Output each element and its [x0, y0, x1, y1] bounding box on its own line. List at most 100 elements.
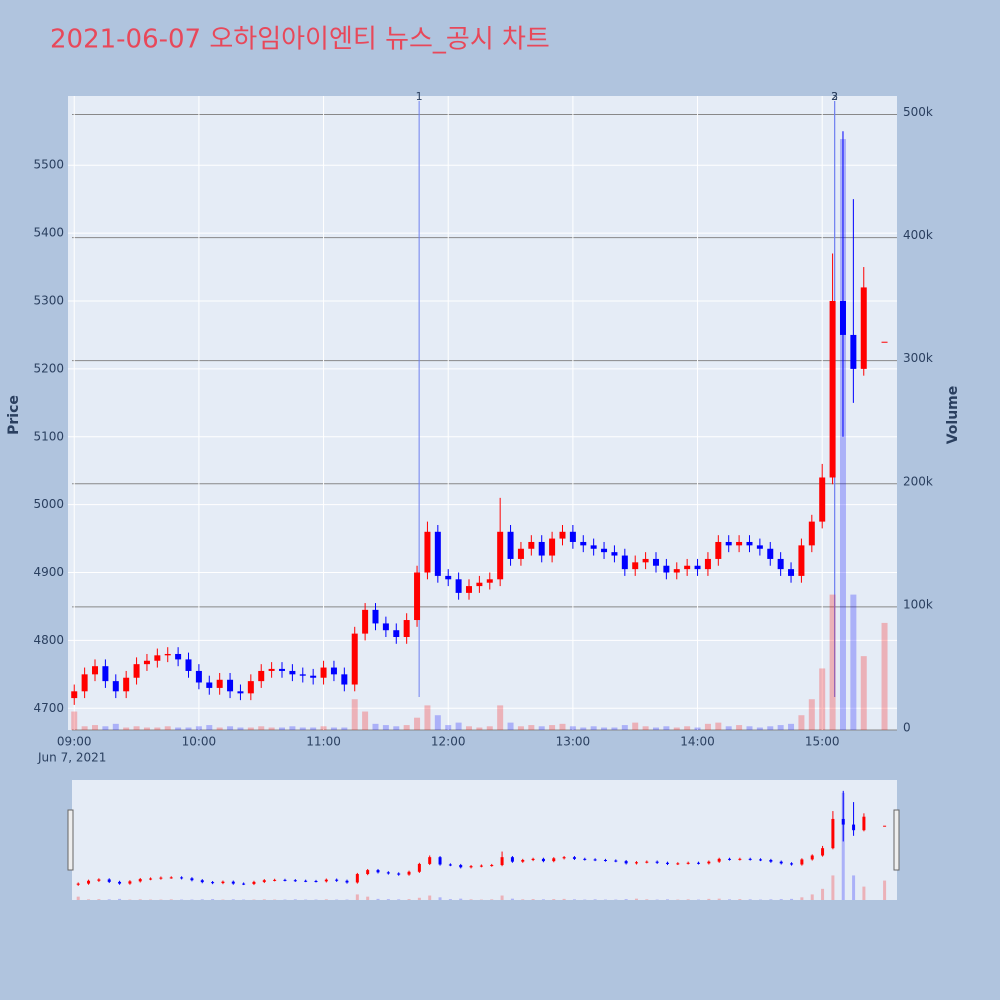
slider-volume-bar — [800, 897, 804, 900]
slider-candle-body — [821, 848, 825, 856]
slider-volume-bar — [738, 899, 742, 900]
volume-bar — [102, 726, 109, 730]
candle-body — [164, 653, 171, 656]
slider-candle-body — [676, 863, 680, 865]
slider-candle-body — [397, 873, 401, 875]
candle-body — [684, 565, 691, 570]
y-tick-label: 5300 — [33, 293, 64, 307]
slider-volume-bar — [97, 899, 101, 900]
candle-body — [808, 521, 815, 546]
slider-handle[interactable] — [67, 809, 74, 871]
candle-body — [382, 623, 389, 631]
slider-candle-body — [428, 857, 432, 864]
slider-volume-bar — [707, 898, 711, 900]
slider-volume-bar — [562, 898, 566, 900]
candle-body — [736, 541, 743, 546]
volume-bar — [330, 727, 337, 730]
slider-volume-bar — [293, 899, 297, 900]
volume-bar — [382, 725, 389, 730]
slider-volume-bar — [366, 896, 370, 900]
volume-bar — [71, 711, 78, 730]
range-slider[interactable] — [72, 780, 897, 900]
slider-volume-bar — [883, 880, 887, 900]
slider-candle-body — [448, 864, 452, 866]
slider-candle-body — [252, 881, 256, 884]
x-tick-label: 10:00 — [182, 735, 217, 749]
slider-candle-body — [490, 865, 494, 867]
annotation-label: 2 — [831, 90, 838, 103]
slider-candle-body — [314, 881, 318, 883]
slider-volume-bar — [407, 899, 411, 900]
slider-candle-body — [831, 818, 835, 849]
slider-candle-body — [479, 865, 483, 867]
candle-body — [92, 666, 99, 675]
volume-bar — [819, 668, 826, 730]
volume-bar — [725, 726, 732, 730]
candle-body — [580, 541, 587, 546]
candle-body — [289, 670, 296, 675]
volume-bar — [580, 727, 587, 730]
slider-candle-body — [159, 877, 163, 879]
slider-volume-bar — [200, 899, 204, 900]
slider-volume-bar — [397, 899, 401, 900]
y2-tick-label: 0 — [903, 721, 911, 735]
volume-bar — [445, 725, 452, 730]
slider-candle-body — [614, 860, 618, 862]
slider-volume-bar — [779, 899, 783, 900]
slider-candle-body — [603, 859, 607, 861]
volume-bar — [777, 725, 784, 730]
volume-bar — [320, 726, 327, 730]
volume-bar — [694, 727, 701, 730]
volume-bar — [663, 726, 670, 730]
slider-volume-bar — [448, 899, 452, 900]
slider-candle-body — [324, 879, 328, 882]
candle-body — [746, 541, 753, 546]
candle-body — [424, 531, 431, 573]
slider-candle-body — [118, 881, 122, 884]
candle-body — [788, 569, 795, 576]
volume-bar — [216, 727, 223, 730]
candle-body — [601, 548, 608, 553]
slider-candle-body — [759, 859, 763, 861]
candle-body — [652, 558, 659, 566]
slider-volume-bar — [862, 886, 866, 900]
slider-volume-bar — [748, 899, 752, 900]
slider-volume-bar — [841, 792, 845, 900]
volume-bar — [497, 705, 504, 730]
candle-body — [767, 548, 774, 559]
slider-candle-body — [128, 881, 132, 884]
volume-bar — [268, 727, 275, 730]
slider-volume-bar — [138, 899, 142, 900]
slider-candle-body — [769, 859, 773, 862]
candle-body — [756, 545, 763, 549]
candle-body — [860, 287, 867, 369]
slider-candle-body — [169, 877, 173, 879]
candle-body — [330, 667, 337, 675]
candle-body — [528, 541, 535, 549]
y-tick-label: 5000 — [33, 497, 64, 511]
volume-bar — [341, 727, 348, 730]
candle-body — [663, 565, 670, 573]
candle-body — [476, 582, 483, 587]
volume-bar — [538, 726, 545, 730]
slider-candle-body — [645, 861, 649, 863]
candle-body — [881, 341, 888, 343]
candle-body — [310, 675, 317, 678]
candle-body — [154, 655, 161, 661]
slider-handle[interactable] — [893, 809, 900, 871]
slider-volume-bar — [645, 899, 649, 900]
slider-volume-bar — [531, 899, 535, 900]
candle-body — [611, 552, 618, 556]
slider-volume-bar — [552, 899, 556, 900]
slider-volume-bar — [76, 896, 80, 900]
y2-tick-label: 100k — [903, 597, 933, 611]
slider-volume-bar — [790, 898, 794, 900]
candle-body — [123, 677, 130, 692]
slider-volume-bar — [665, 899, 669, 900]
volume-bar — [611, 727, 618, 730]
slider-volume-bar — [438, 897, 442, 900]
y-tick-label: 5500 — [33, 158, 64, 172]
volume-bar — [808, 699, 815, 730]
slider-candle-body — [686, 862, 690, 864]
volume-bar — [684, 726, 691, 730]
